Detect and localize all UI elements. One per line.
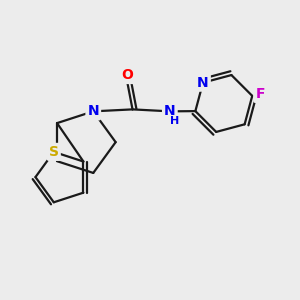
Text: N: N <box>197 76 209 90</box>
Text: N: N <box>164 104 176 118</box>
Text: N: N <box>88 104 99 118</box>
Text: O: O <box>122 68 134 82</box>
Text: H: H <box>170 116 179 126</box>
Text: F: F <box>255 87 265 101</box>
Text: S: S <box>49 145 59 159</box>
